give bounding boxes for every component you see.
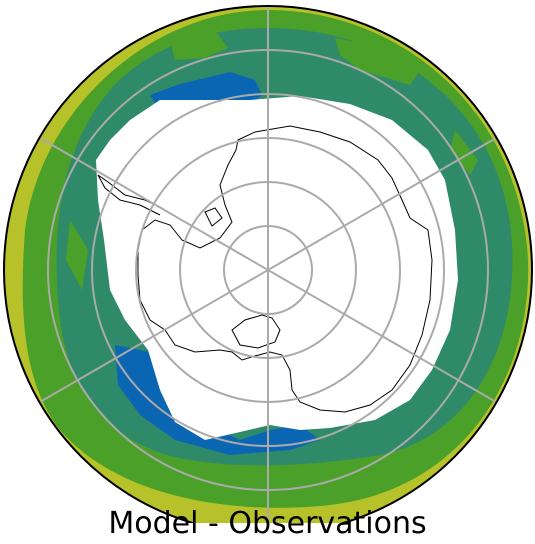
green-patch-northeast <box>335 38 420 85</box>
blue-patch-southwest <box>115 345 320 455</box>
green-patch-east <box>450 130 478 175</box>
graticule <box>39 6 497 523</box>
polar-map <box>3 5 533 523</box>
green-patch-north <box>170 30 228 60</box>
weddell-ice-shelf-edge <box>204 207 223 227</box>
antarctica-coastline <box>137 125 433 413</box>
green-patch-west <box>66 220 88 290</box>
figure-caption: Model - Observations <box>108 506 427 541</box>
ross-ice-shelf-edge <box>231 314 281 349</box>
antarctic-peninsula <box>97 174 163 216</box>
map-boundary <box>3 5 533 523</box>
